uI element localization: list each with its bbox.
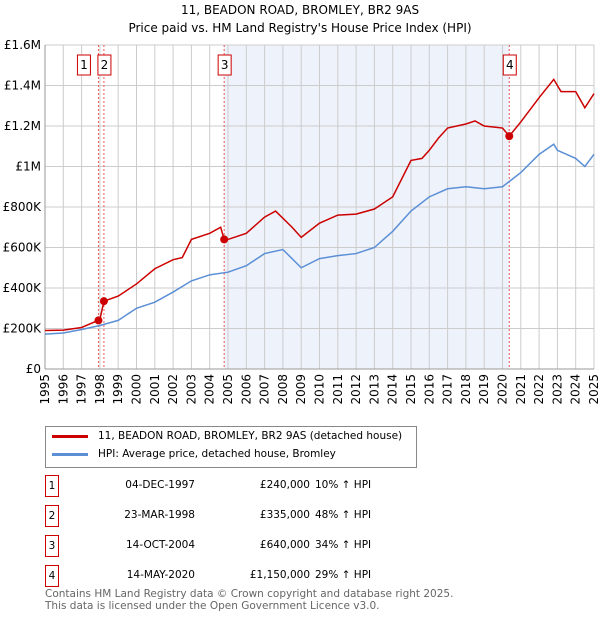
sale-point <box>99 297 108 306</box>
sale-hpi-change: 10% ↑ HPI <box>315 479 372 491</box>
sale-label-box <box>97 54 112 76</box>
sale-hpi-change: 34% ↑ HPI <box>315 539 372 551</box>
legend: 11, BEADON ROAD, BROMLEY, BR2 9AS (detac… <box>45 426 417 468</box>
x-tick-label: 2017 <box>441 374 455 405</box>
x-tick-label: 2001 <box>148 374 162 405</box>
x-tick-label: 2010 <box>313 374 327 405</box>
y-tick-label: £1M <box>15 160 41 174</box>
x-tick-label: 2023 <box>550 374 564 405</box>
x-tick-label: 1996 <box>56 374 70 405</box>
sale-label: 2 <box>101 58 109 72</box>
x-tick-label: 2002 <box>166 374 180 405</box>
x-tick-label: 2000 <box>130 374 144 405</box>
sale-point <box>94 316 103 325</box>
sale-date: 23-MAR-1998 <box>124 509 195 521</box>
footer-line: This data is licensed under the Open Gov… <box>45 600 380 612</box>
sale-date: 04-DEC-1997 <box>125 479 195 491</box>
x-tick-label: 2025 <box>587 374 600 405</box>
sale-row: 1 04-DEC-1997 £240,000 10% ↑ HPI <box>45 475 445 497</box>
x-tick-label: 2020 <box>496 374 510 405</box>
sale-label: 4 <box>506 58 514 72</box>
sale-number: 4 <box>45 565 59 587</box>
y-tick-label: £400K <box>3 281 43 295</box>
x-tick-label: 2011 <box>331 374 345 405</box>
x-tick-label: 2013 <box>367 374 381 405</box>
x-tick-label: 2004 <box>203 374 217 405</box>
legend-blue-line <box>52 452 88 456</box>
sale-number: 3 <box>45 535 59 557</box>
sale-price: £1,150,000 <box>249 569 310 581</box>
sale-point <box>505 132 514 141</box>
x-tick-label: 2012 <box>349 374 363 405</box>
y-tick-label: £0 <box>26 362 41 376</box>
x-tick-label: 2005 <box>221 374 235 405</box>
sale-price: £640,000 <box>259 539 310 551</box>
x-tick-label: 2018 <box>459 374 473 405</box>
x-tick-label: 1999 <box>111 374 125 405</box>
sale-date: 14-OCT-2004 <box>126 539 195 551</box>
hpi-line <box>44 143 595 335</box>
sale-hpi-change: 48% ↑ HPI <box>315 509 372 521</box>
footer: Contains HM Land Registry data © Crown c… <box>45 588 453 612</box>
x-tick-label: 2016 <box>422 374 436 405</box>
sale-hpi-change: 29% ↑ HPI <box>315 569 372 581</box>
x-tick-label: 2014 <box>386 374 400 405</box>
x-tick-label: 2009 <box>294 374 308 405</box>
sale-number: 1 <box>45 475 59 497</box>
sale-label-box <box>502 54 517 76</box>
y-tick-label: £800K <box>3 200 43 214</box>
sale-date: 14-MAY-2020 <box>126 569 195 581</box>
x-tick-label: 2006 <box>239 374 253 405</box>
x-tick-label: 1998 <box>93 374 107 405</box>
x-tick-label: 2003 <box>184 374 198 405</box>
sale-label-box <box>217 54 232 76</box>
x-tick-label: 2015 <box>404 374 418 405</box>
chart-title: 11, BEADON ROAD, BROMLEY, BR2 9AS <box>180 3 420 17</box>
x-tick-label: 1997 <box>75 374 89 405</box>
x-tick-label: 2008 <box>276 374 290 405</box>
y-tick-label: £1.6M <box>4 38 41 52</box>
y-tick-label: £600K <box>3 241 43 255</box>
legend-red-line <box>52 434 88 438</box>
footer-line: Contains HM Land Registry data © Crown c… <box>45 588 454 600</box>
sale-row: 4 14-MAY-2020 £1,150,000 29% ↑ HPI <box>45 565 445 587</box>
x-tick-label: 2022 <box>532 374 546 405</box>
sale-label: 1 <box>80 58 88 72</box>
y-tick-label: £200K <box>3 322 43 336</box>
sale-label: 3 <box>221 58 229 72</box>
chart-subtitle: Price paid vs. HM Land Registry's House … <box>128 21 472 35</box>
x-tick-label: 1995 <box>38 374 52 405</box>
price-chart: 1995 1996 1997 1998 1999 2000 2001 2002 2003 2004… <box>3 38 600 405</box>
legend-label-hpi: HPI: Average price, detached house, Brom… <box>98 448 336 460</box>
sale-number: 2 <box>45 505 59 527</box>
sale-price: £240,000 <box>259 479 310 491</box>
sale-row: 2 23-MAR-1998 £335,000 48% ↑ HPI <box>45 505 445 527</box>
x-tick-label: 2007 <box>258 374 272 405</box>
sale-row: 3 14-OCT-2004 £640,000 34% ↑ HPI <box>45 535 445 557</box>
sale-point <box>220 235 229 244</box>
x-tick-label: 2024 <box>569 374 583 405</box>
sale-price: £335,000 <box>259 509 310 521</box>
y-tick-label: £1.4M <box>4 79 41 93</box>
legend-label-property: 11, BEADON ROAD, BROMLEY, BR2 9AS (detac… <box>98 430 403 442</box>
x-tick-label: 2021 <box>514 374 528 405</box>
x-tick-label: 2019 <box>477 374 491 405</box>
y-tick-label: £1.2M <box>4 119 41 133</box>
sale-label-box <box>76 54 91 76</box>
